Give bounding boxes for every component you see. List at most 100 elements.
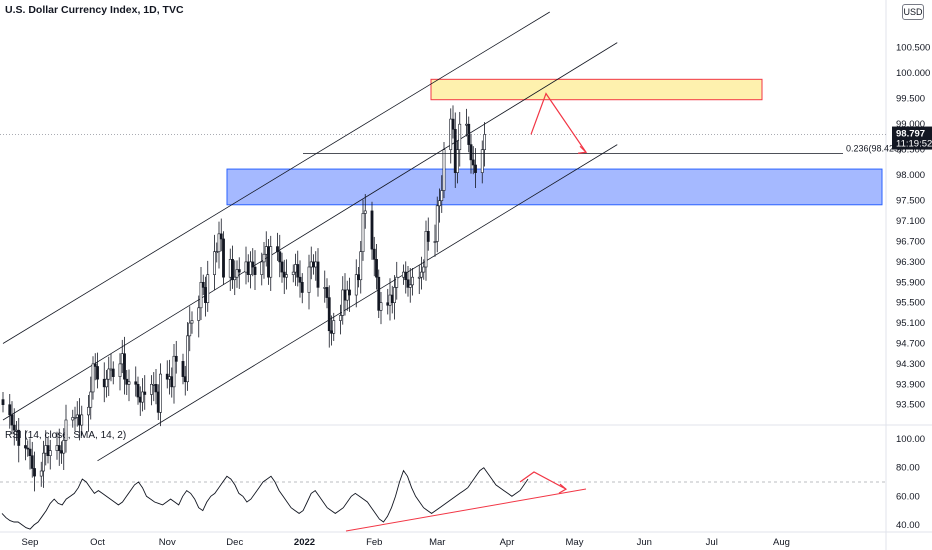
candle <box>345 280 349 311</box>
candle-body-down <box>102 378 106 388</box>
time-tick-label: Sep <box>22 537 39 548</box>
candle <box>172 344 176 404</box>
candle-body-down <box>165 373 169 380</box>
candle <box>442 142 446 199</box>
candle-body-down <box>386 302 390 306</box>
candle <box>300 273 304 304</box>
candle-body-down <box>123 353 126 380</box>
price-tick-label: 100.500 <box>896 43 930 54</box>
candle-body-up <box>73 417 77 419</box>
candle-body-up <box>48 450 52 457</box>
candle-body-down <box>30 455 34 469</box>
candle-body-up <box>152 383 156 386</box>
candle <box>298 260 302 298</box>
candle-body-down <box>278 251 282 263</box>
candle-body-down <box>426 231 430 242</box>
candle <box>372 236 376 277</box>
candle-body-up <box>408 284 412 288</box>
candle <box>87 395 90 432</box>
candle <box>408 268 412 303</box>
candle <box>215 242 219 263</box>
price-tick-label: 95.500 <box>896 298 925 309</box>
candle <box>278 234 282 278</box>
candle <box>75 401 79 427</box>
candle-body-down <box>78 414 81 426</box>
candle <box>127 369 131 402</box>
candle <box>222 231 225 285</box>
candle-body-down <box>298 276 302 283</box>
candle <box>264 231 268 267</box>
candle-body-down <box>219 233 223 240</box>
candle <box>143 375 147 410</box>
candle <box>406 265 410 297</box>
candle <box>55 431 59 460</box>
price-tick-label: 99.500 <box>896 94 925 105</box>
candle-body-down <box>174 355 178 362</box>
candle <box>393 275 396 320</box>
candle <box>390 285 394 314</box>
candle-body-down <box>390 294 394 303</box>
candle <box>291 264 295 283</box>
zones <box>226 78 883 206</box>
candle-body-up <box>80 414 84 426</box>
candle <box>237 257 241 289</box>
candle-body-down <box>222 238 225 278</box>
current-price-label: 98.797 <box>896 129 925 140</box>
currency-badge[interactable]: USD <box>902 4 924 20</box>
candle-body-up <box>465 123 468 126</box>
candle <box>246 254 250 283</box>
candle <box>91 356 95 400</box>
candle <box>118 353 122 391</box>
regression-channel[interactable] <box>2 11 618 462</box>
candle-body-up <box>217 233 221 253</box>
candle-body-up <box>55 445 59 451</box>
price-tick-label: 94.300 <box>896 359 925 370</box>
candle <box>10 401 14 435</box>
price-axis[interactable]: 100.500 100.000 99.500 99.000 98.500 98.000 97… <box>892 43 932 531</box>
rsi-trendline <box>345 488 587 532</box>
candle <box>228 248 232 291</box>
time-axis[interactable]: Sep Oct Nov Dec 2022 Feb Mar Apr May Jun Jul Aug <box>22 537 790 548</box>
candle-body-down <box>183 376 187 383</box>
candle <box>15 421 18 441</box>
rsi-line <box>1 467 529 530</box>
candle-body-down <box>471 159 475 166</box>
candle <box>417 264 421 295</box>
candle-body-up <box>233 276 237 281</box>
candle-body-down <box>370 210 374 250</box>
candle-body-up <box>91 363 95 393</box>
candle <box>30 441 34 478</box>
candle <box>361 199 365 261</box>
candle <box>359 240 363 294</box>
candle-body-up <box>105 378 108 388</box>
price-tick-label: 96.700 <box>896 237 925 248</box>
candle <box>471 146 475 175</box>
candle-body-up <box>141 391 144 403</box>
candle-body-up <box>417 276 421 279</box>
candle-body-down <box>10 414 14 426</box>
candle-body-down <box>28 448 32 457</box>
candle <box>204 276 207 317</box>
candle <box>152 372 156 402</box>
candle-body-down <box>406 279 410 288</box>
projection-arrowhead <box>577 145 588 154</box>
candle-body-down <box>246 261 250 275</box>
candle <box>262 242 266 279</box>
candle <box>323 270 327 303</box>
candle-body-down <box>469 144 473 161</box>
candle-body-down <box>375 259 378 278</box>
chart-title: U.S. Dollar Currency Index, 1D, TVC <box>5 4 184 16</box>
candle <box>231 245 234 289</box>
candle <box>33 451 36 492</box>
candle <box>285 259 288 290</box>
candle-body-up <box>71 417 75 421</box>
candle <box>156 384 160 420</box>
price-tick-label: 99.000 <box>896 119 925 130</box>
candle-body-up <box>150 383 153 395</box>
candle-body-down <box>60 450 63 454</box>
rsi-tick-label: 40.00 <box>896 520 920 531</box>
candle-body-down <box>312 261 315 268</box>
resistance-zone <box>430 78 763 101</box>
candle <box>465 108 468 137</box>
